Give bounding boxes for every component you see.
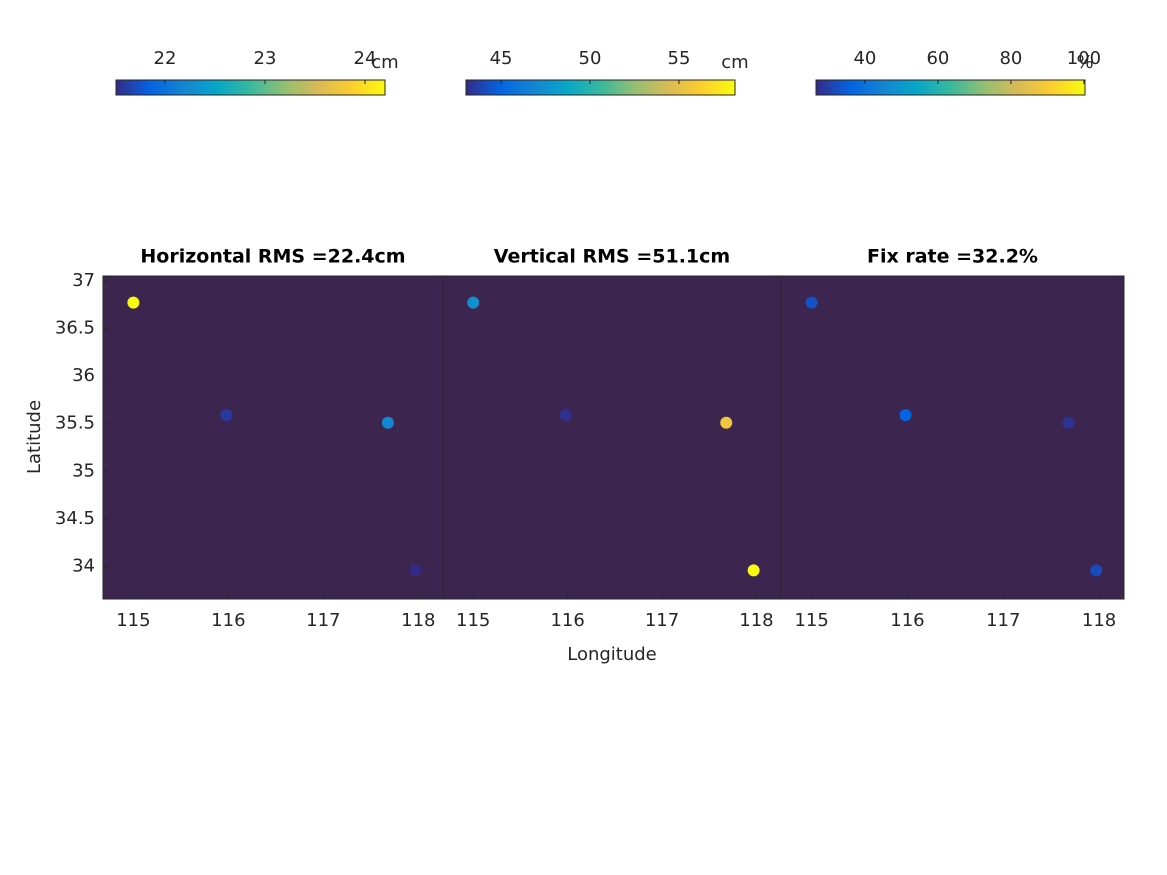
station-point xyxy=(805,296,818,309)
colorbar-tick-label: 60 xyxy=(926,48,949,69)
colorbar-tick-label: 22 xyxy=(154,48,177,69)
station-point xyxy=(899,409,912,422)
axes-background xyxy=(443,276,781,599)
station-point xyxy=(467,296,480,309)
station-point xyxy=(127,296,140,309)
axes-background xyxy=(103,276,443,599)
colorbar-unit: cm xyxy=(721,52,748,73)
x-tick-label: 116 xyxy=(211,610,245,631)
station-point xyxy=(409,564,422,577)
x-tick-label: 117 xyxy=(306,610,340,631)
colorbar-tick-label: 50 xyxy=(579,48,602,69)
x-tick-label: 118 xyxy=(1082,610,1116,631)
colorbar-tick-label: 24 xyxy=(354,48,377,69)
y-tick-label: 35.5 xyxy=(55,413,95,434)
x-axis-label: Longitude xyxy=(567,644,657,665)
x-tick-label: 117 xyxy=(645,610,679,631)
y-tick-label: 34 xyxy=(72,556,95,577)
colorbar-unit: % xyxy=(1076,52,1093,73)
x-tick-label: 115 xyxy=(794,610,828,631)
colorbar-tick-label: 45 xyxy=(490,48,513,69)
x-tick-label: 116 xyxy=(890,610,924,631)
colorbar-tick-label: 55 xyxy=(668,48,691,69)
x-tick-label: 118 xyxy=(739,610,773,631)
colorbar-tick-label: 40 xyxy=(853,48,876,69)
y-tick-label: 36.5 xyxy=(55,317,95,338)
station-point xyxy=(1062,416,1075,429)
station-point xyxy=(747,564,760,577)
colorbar xyxy=(815,79,1086,96)
x-tick-label: 115 xyxy=(116,610,150,631)
x-tick-label: 116 xyxy=(550,610,584,631)
station-point xyxy=(720,416,733,429)
chart-title: Vertical RMS =51.1cm xyxy=(494,246,730,268)
x-tick-label: 118 xyxy=(401,610,435,631)
station-point xyxy=(1090,564,1103,577)
chart-title: Fix rate =32.2% xyxy=(867,246,1038,268)
y-tick-label: 35 xyxy=(72,460,95,481)
colorbar xyxy=(115,79,386,96)
axes-background xyxy=(781,276,1124,599)
axes-frame xyxy=(780,275,1125,600)
colorbar xyxy=(465,79,736,96)
x-tick-label: 115 xyxy=(456,610,490,631)
station-point xyxy=(559,409,572,422)
station-point xyxy=(220,409,233,422)
y-tick-label: 36 xyxy=(72,365,95,386)
colorbar-tick-label: 23 xyxy=(254,48,277,69)
x-tick-label: 117 xyxy=(986,610,1020,631)
station-point xyxy=(381,416,394,429)
chart-title: Horizontal RMS =22.4cm xyxy=(140,246,405,268)
y-tick-label: 34.5 xyxy=(55,508,95,529)
y-axis-label: Latitude xyxy=(24,400,45,474)
colorbar-tick-label: 100 xyxy=(1067,48,1101,69)
colorbar-unit: cm xyxy=(371,52,398,73)
y-tick-label: 37 xyxy=(72,270,95,291)
colorbar-tick-label: 80 xyxy=(999,48,1022,69)
